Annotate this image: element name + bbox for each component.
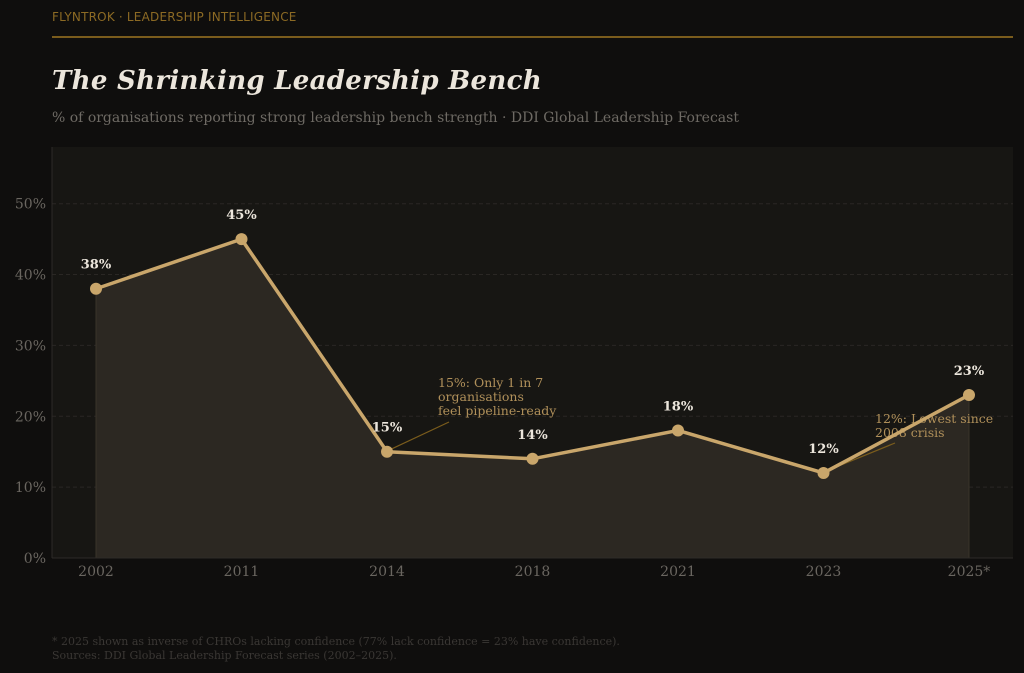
annotation-text: 12%: Lowest since [875,411,993,426]
chart-subtitle: % of organisations reporting strong lead… [52,110,739,126]
footnote: * 2025 shown as inverse of CHROs lacking… [52,635,620,663]
footnote-method: * 2025 shown as inverse of CHROs lacking… [52,635,620,648]
y-tick-label: 30% [15,338,46,354]
annotation-leader-line [389,421,450,451]
annotation-text: organisations [438,389,524,404]
y-tick-label: 40% [15,268,46,284]
y-axis-ticks: 0% 10% 20% 30% 40% 50% [15,197,46,567]
footnote-sources: Sources: DDI Global Leadership Forecast … [52,649,397,662]
data-point [672,424,684,437]
data-point [526,452,539,465]
data-label: 38% [81,258,112,273]
y-tick-label: 0% [24,551,46,567]
header-divider [52,36,1013,38]
data-point [90,282,102,295]
axes-group [51,147,1013,559]
annotation-text: 15%: Only 1 in 7 [438,375,543,390]
x-axis-ticks: 2002 2011 2014 2018 2021 2023 2025* [78,564,990,580]
data-point [235,233,248,246]
data-points-group [90,233,975,479]
data-label: 15% [372,421,403,436]
x-tick-label: 2018 [515,564,551,580]
data-point [381,445,393,458]
brand-label: FLYNTROK · LEADERSHIP INTELLIGENCE [52,10,297,24]
data-labels-group: 38% 45% 15% 14% 18% 12% 23% [81,208,985,457]
x-tick-label: 2014 [369,564,405,580]
annotation-text: feel pipeline-ready [438,403,557,418]
data-point [963,389,975,402]
data-label: 18% [663,399,694,414]
y-tick-label: 20% [15,409,46,425]
y-tick-label: 10% [15,480,46,496]
data-label: 23% [954,364,985,379]
x-tick-label: 2023 [806,564,842,580]
data-label: 12% [808,442,839,457]
chart-title: The Shrinking Leadership Bench [52,66,542,96]
data-point [817,466,830,479]
x-tick-label: 2011 [224,564,260,580]
x-tick-label: 2002 [78,564,114,580]
x-tick-label: 2021 [660,564,696,580]
data-label: 45% [226,208,257,223]
data-label: 14% [517,428,548,443]
x-tick-label: 2025* [948,564,991,580]
y-tick-label: 50% [15,197,46,213]
